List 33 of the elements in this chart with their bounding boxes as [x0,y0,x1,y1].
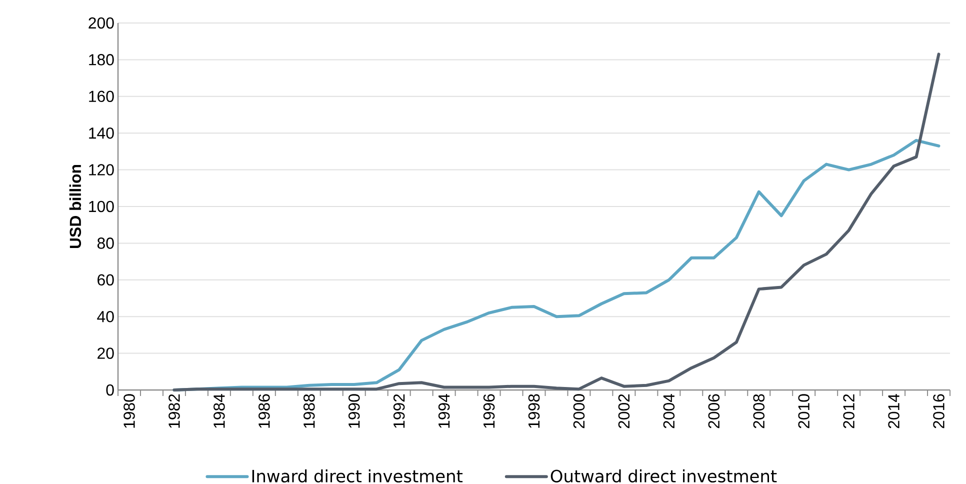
x-tick-label: 1988 [304,394,315,428]
x-tick-label: 1982 [168,394,180,428]
x-tick-label: 2016 [933,394,944,428]
y-axis-title: USD billion [69,164,82,248]
x-tick-label: 2000 [573,394,585,428]
x-tick-label: 2002 [618,394,630,428]
y-tick-label: 160 [89,90,114,102]
x-tick-label: 2010 [798,394,810,428]
x-tick-label: 1994 [438,394,450,428]
x-tick-label: 1990 [348,394,360,428]
x-tick-label: 1986 [258,394,270,428]
x-tick-label: 1998 [528,394,540,428]
y-tick-label: 180 [89,54,114,66]
y-tick-label: 120 [89,164,114,176]
y-tick-label: 20 [98,348,114,359]
x-tick-label: 1980 [124,394,135,428]
y-tick-label: 80 [97,238,114,249]
legend-label: Inward direct investment [252,469,463,483]
legend-label: Outward direct investment [550,469,777,483]
y-tick-label: 40 [97,310,114,322]
x-tick-label: 2012 [843,394,854,428]
x-tick-label: 1984 [214,394,225,428]
y-tick-label: 100 [89,200,114,212]
x-tick-label: 2004 [663,394,675,428]
x-tick-label: 1992 [393,394,405,428]
x-tick-label: 2008 [753,394,765,428]
y-tick-label: 200 [88,17,114,29]
y-tick-label: 0 [106,384,114,396]
x-tick-label: 2014 [888,394,900,428]
y-tick-label: 60 [98,274,114,286]
x-tick-label: 2006 [708,394,720,428]
x-tick-label: 1996 [483,394,495,428]
y-tick-label: 140 [89,127,114,139]
